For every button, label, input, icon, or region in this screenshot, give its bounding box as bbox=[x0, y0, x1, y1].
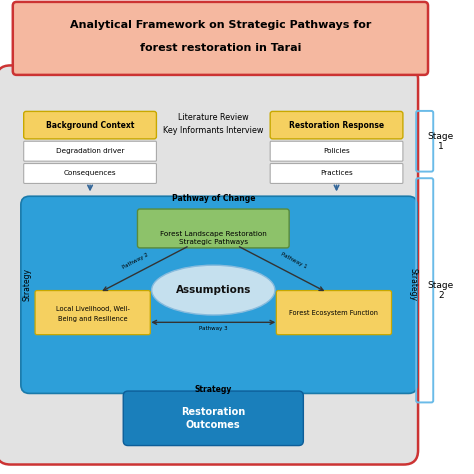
Text: Restoration
Outcomes: Restoration Outcomes bbox=[181, 407, 246, 430]
FancyBboxPatch shape bbox=[0, 65, 418, 465]
Text: forest restoration in Tarai: forest restoration in Tarai bbox=[140, 43, 301, 54]
Text: Degradation driver: Degradation driver bbox=[56, 148, 124, 154]
FancyBboxPatch shape bbox=[13, 2, 428, 75]
Text: Strategic Pathways: Strategic Pathways bbox=[179, 239, 248, 245]
Text: Strategy: Strategy bbox=[23, 268, 32, 301]
Text: Pathway 2: Pathway 2 bbox=[121, 252, 149, 270]
Text: Background Context: Background Context bbox=[46, 121, 134, 129]
Text: Local Livelihood, Well-: Local Livelihood, Well- bbox=[56, 306, 129, 312]
FancyBboxPatch shape bbox=[21, 196, 417, 393]
Text: Assumptions: Assumptions bbox=[175, 285, 251, 295]
Text: Literature Review
Key Informants Interview: Literature Review Key Informants Intervi… bbox=[163, 113, 264, 135]
FancyBboxPatch shape bbox=[24, 164, 156, 183]
FancyBboxPatch shape bbox=[24, 111, 156, 139]
FancyBboxPatch shape bbox=[270, 111, 403, 139]
FancyBboxPatch shape bbox=[276, 291, 392, 335]
Text: Being and Resilience: Being and Resilience bbox=[58, 316, 128, 321]
Text: Practices: Practices bbox=[320, 171, 353, 176]
Text: Strategy: Strategy bbox=[195, 385, 232, 394]
FancyBboxPatch shape bbox=[270, 164, 403, 183]
FancyBboxPatch shape bbox=[24, 141, 156, 161]
Text: Pathway of Change: Pathway of Change bbox=[172, 194, 255, 202]
Text: Stage
2: Stage 2 bbox=[428, 281, 454, 300]
FancyBboxPatch shape bbox=[270, 141, 403, 161]
Text: Restoration Response: Restoration Response bbox=[289, 121, 384, 129]
Text: Forest Ecosystem Function: Forest Ecosystem Function bbox=[290, 310, 378, 316]
Text: Pathway 1: Pathway 1 bbox=[280, 252, 308, 270]
Text: Forest Landscape Restoration: Forest Landscape Restoration bbox=[160, 231, 267, 237]
Text: Analytical Framework on Strategic Pathways for: Analytical Framework on Strategic Pathwa… bbox=[70, 19, 371, 30]
Text: Stage
1: Stage 1 bbox=[428, 132, 454, 151]
Text: Policies: Policies bbox=[323, 148, 350, 154]
FancyBboxPatch shape bbox=[123, 391, 303, 446]
Text: Consequences: Consequences bbox=[64, 171, 117, 176]
FancyBboxPatch shape bbox=[137, 209, 289, 248]
Ellipse shape bbox=[152, 265, 275, 315]
Text: Pathway 3: Pathway 3 bbox=[199, 327, 228, 331]
FancyBboxPatch shape bbox=[35, 291, 150, 335]
Text: Strategy: Strategy bbox=[409, 268, 418, 301]
